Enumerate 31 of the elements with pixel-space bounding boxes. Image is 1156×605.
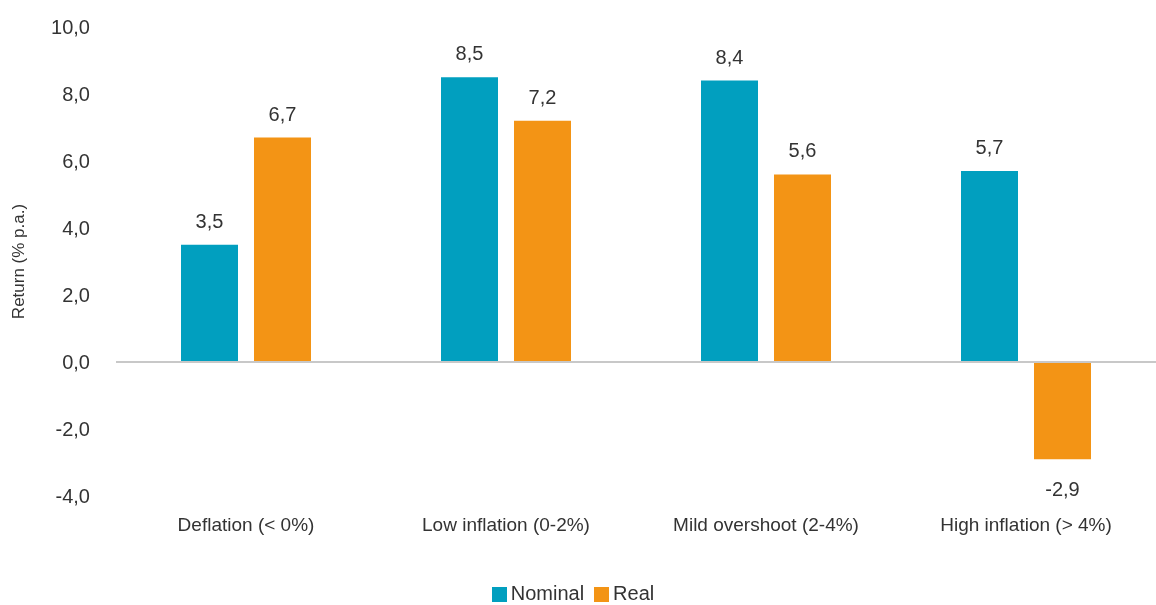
data-label: 5,7 bbox=[975, 136, 1004, 159]
data-label: -2,9 bbox=[1045, 478, 1080, 501]
bar bbox=[254, 137, 311, 362]
y-tick-label: -2,0 bbox=[55, 418, 90, 441]
data-label: 5,6 bbox=[788, 139, 817, 162]
data-label: 8,5 bbox=[455, 42, 484, 65]
y-tick-label: -4,0 bbox=[55, 485, 90, 508]
y-tick-label: 6,0 bbox=[62, 150, 90, 173]
bar bbox=[774, 174, 831, 362]
x-tick-label: Deflation (< 0%) bbox=[177, 514, 315, 536]
legend-label: Real bbox=[613, 582, 655, 604]
bar bbox=[514, 120, 571, 362]
x-tick-label: Low inflation (0-2%) bbox=[422, 514, 590, 536]
legend-label: Nominal bbox=[510, 582, 585, 604]
bar bbox=[1034, 362, 1091, 460]
y-tick-label: 8,0 bbox=[62, 83, 90, 106]
y-tick-label: 2,0 bbox=[62, 284, 90, 307]
y-axis-title: Return (% p.a.) bbox=[9, 203, 29, 320]
data-label: 6,7 bbox=[268, 102, 297, 125]
bar bbox=[441, 77, 498, 362]
bar bbox=[961, 171, 1018, 362]
data-label: 7,2 bbox=[528, 85, 557, 108]
y-tick-label: 10,0 bbox=[51, 16, 90, 39]
data-label: 8,4 bbox=[715, 45, 744, 68]
x-tick-label: High inflation (> 4%) bbox=[940, 514, 1112, 536]
bar bbox=[181, 244, 238, 362]
x-tick-label: Mild overshoot (2-4%) bbox=[673, 514, 859, 536]
y-tick-label: 0,0 bbox=[62, 351, 90, 374]
bar bbox=[701, 80, 758, 362]
data-label: 3,5 bbox=[195, 209, 224, 232]
y-tick-label: 4,0 bbox=[62, 217, 90, 240]
